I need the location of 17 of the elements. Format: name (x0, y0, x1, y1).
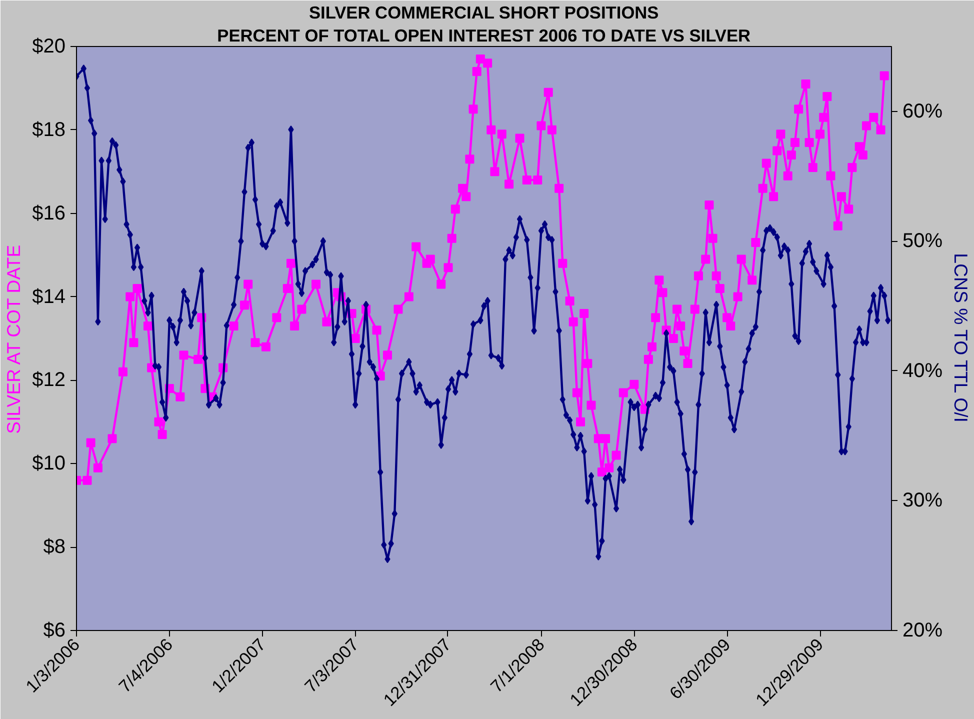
chart-title: SILVER COMMERCIAL SHORT POSITIONS (308, 2, 659, 22)
y2-tick-label: 40% (902, 360, 943, 382)
y2-tick-label: 60% (902, 100, 943, 122)
y2-tick-label: 30% (902, 490, 943, 512)
y-tick-label: $18 (32, 118, 66, 141)
y2-axis-title: LCNS % TO TTL O/I (950, 253, 972, 422)
y-tick-label: $12 (32, 369, 66, 392)
y-tick-label: $8 (43, 536, 66, 558)
y-tick-label: $14 (32, 286, 66, 308)
y2-tick-label: 50% (902, 230, 943, 252)
y2-tick-label: 20% (902, 620, 943, 642)
chart-subtitle: PERCENT OF TOTAL OPEN INTEREST 2006 TO DATE VS SILVER (217, 26, 752, 46)
y-tick-label: $20 (32, 36, 66, 58)
y-tick-label: $16 (32, 202, 66, 224)
y-tick-label: $6 (43, 620, 66, 642)
y-axis-title: SILVER AT COT DATE (3, 244, 24, 434)
y-tick-label: $10 (32, 452, 66, 475)
